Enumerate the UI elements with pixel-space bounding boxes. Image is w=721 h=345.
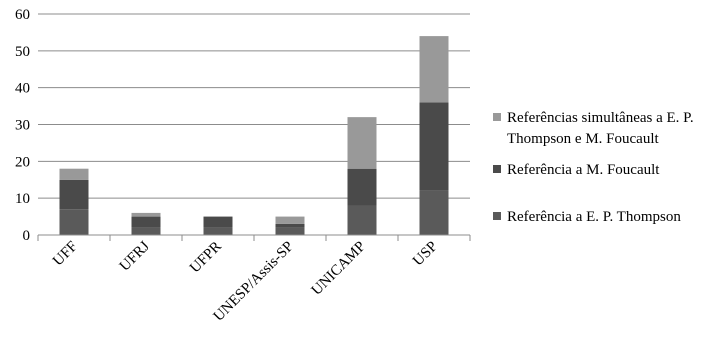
bar-unesp-assis-sp-series-2	[275, 216, 305, 224]
bar-unicamp-series-0	[347, 205, 377, 235]
bar-ufpr-series-1	[203, 216, 233, 228]
bar-ufrj-series-2	[131, 212, 161, 217]
gridlines	[38, 13, 470, 199]
bar-usp-series-2	[419, 36, 449, 103]
bar-uff-series-2	[59, 168, 89, 180]
bar-ufrj-series-1	[131, 216, 161, 228]
legend-label-foucault: Referência a M. Foucault	[507, 162, 660, 178]
bar-uff-series-0	[59, 209, 89, 235]
bars	[59, 36, 449, 235]
bar-unesp-assis-sp-series-0	[275, 227, 305, 235]
x-tick-label-usp: USP	[410, 239, 441, 270]
x-tick-label-uff: UFF	[50, 239, 81, 270]
legend-swatch-simultaneous	[493, 113, 501, 121]
x-tick-label-unicamp: UNICAMP	[309, 239, 369, 299]
bar-uff-series-1	[59, 179, 89, 210]
legend-item-foucault: Referência a M. Foucault	[493, 160, 659, 181]
y-tick-label-60: 60	[15, 7, 30, 23]
legend-item-thompson: Referência a E. P. Thompson	[493, 207, 681, 228]
y-axis-ticks: 0 10 20 30 40 50 60	[15, 7, 30, 244]
x-tick-label-ufpr: UFPR	[187, 239, 225, 277]
bar-ufpr-series-0	[203, 227, 233, 235]
y-tick-label-10: 10	[15, 191, 30, 207]
bar-usp-series-0	[419, 190, 449, 235]
x-tick-label-unesp-assis-sp: UNESP/Assis-SP	[211, 239, 297, 325]
bar-unicamp-series-2	[347, 117, 377, 169]
y-tick-label-30: 30	[15, 118, 30, 134]
legend-item-simultaneous: Referências simultâneas a E. P. Thompson…	[493, 108, 721, 150]
y-tick-label-20: 20	[15, 154, 30, 170]
bar-usp-series-1	[419, 102, 449, 191]
legend-label-simultaneous: Referências simultâneas a E. P. Thompson…	[507, 110, 694, 147]
y-tick-label-40: 40	[15, 81, 30, 97]
bar-ufrj-series-0	[131, 227, 161, 235]
legend-label-thompson: Referência a E. P. Thompson	[507, 209, 681, 225]
legend-swatch-thompson	[493, 212, 501, 220]
y-tick-label-50: 50	[15, 44, 30, 60]
legend-swatch-foucault	[493, 165, 501, 173]
x-axis	[37, 234, 471, 241]
x-tick-label-ufrj: UFRJ	[117, 238, 153, 274]
y-tick-label-0: 0	[23, 228, 31, 244]
bar-unesp-assis-sp-series-1	[275, 223, 305, 228]
bar-unicamp-series-1	[347, 168, 377, 206]
